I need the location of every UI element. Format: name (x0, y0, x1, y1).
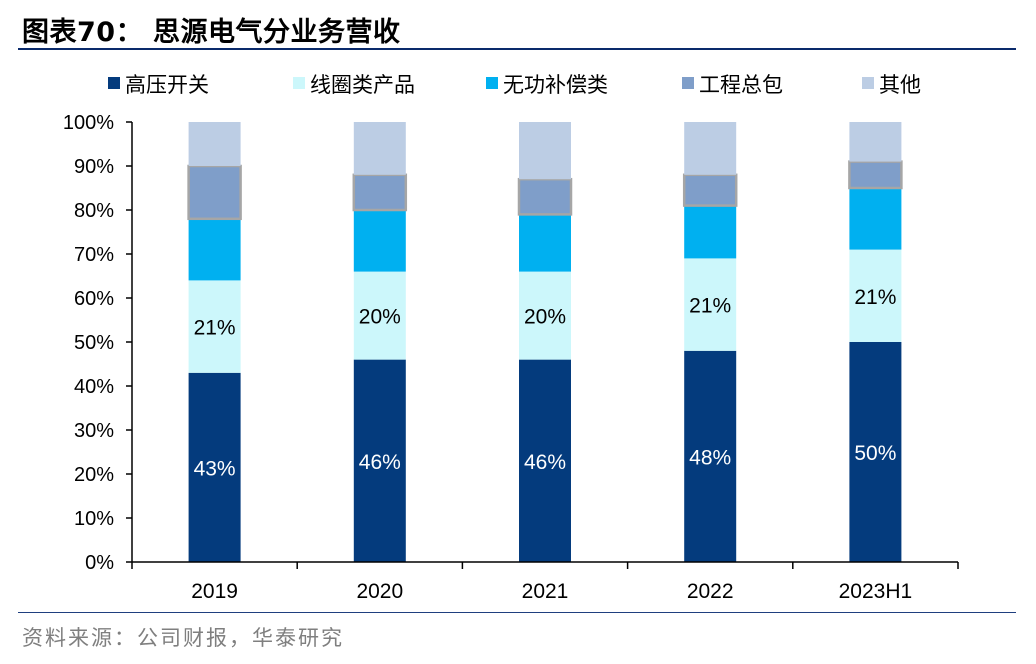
bar-segment-2020-3 (352, 173, 408, 212)
bar-segment-2020-4 (353, 122, 406, 175)
data-label-2020-1: 20% (359, 306, 401, 329)
source-note: 资料来源：公司财报，华泰研究 (22, 626, 344, 650)
x-tick-label: 2023H1 (839, 580, 913, 603)
y-tick-label: 40% (74, 376, 114, 398)
bars: 43% 21% 46% 20% 46% 20% 48% 21% 50% 21% (187, 122, 903, 562)
data-label-2019-1: 21% (194, 317, 236, 340)
bar-segment-2019-1 (188, 280, 241, 373)
y-tick-label: 100% (63, 112, 114, 134)
y-tick-label: 90% (74, 156, 114, 178)
bar-segment-2020-1 (353, 271, 406, 360)
bar-segment-2022-0 (684, 350, 737, 562)
data-label-2023H1-0: 50% (854, 442, 896, 465)
y-tick-label: 80% (74, 200, 114, 222)
bar-segment-2021-2 (519, 214, 571, 272)
data-label-2023H1-1: 21% (854, 286, 896, 309)
bar-segment-2023H1-1 (849, 249, 902, 342)
legend: 高压开关 线圈类产品 无功补偿类 工程总包 其他 (108, 73, 921, 97)
x-tick-label: 2019 (191, 580, 238, 603)
data-label-2021-1: 20% (524, 306, 566, 329)
y-axis: 0% 10% 20% 30% 40% 50% 60% 70% 80% 90% 100% (63, 112, 133, 574)
bar-segment-2023H1-2 (849, 188, 902, 250)
bottom-rule (18, 612, 1016, 613)
legend-swatch-0 (108, 77, 120, 89)
bar-segment-2021-4 (519, 122, 571, 180)
y-tick-label: 0% (85, 552, 114, 574)
legend-swatch-2 (486, 77, 498, 89)
bar-segment-2021-3 (517, 177, 573, 216)
y-tick-label: 50% (74, 332, 114, 354)
data-label-2020-0: 46% (359, 451, 401, 474)
x-axis: 2019 2020 2021 2022 2023H1 (131, 561, 959, 603)
bar-segment-2022-1 (684, 258, 737, 351)
legend-label-3: 工程总包 (699, 73, 783, 97)
bar-segment-2022-2 (684, 205, 737, 259)
bar-segment-2019-0 (188, 372, 241, 562)
y-tick-label: 30% (74, 420, 114, 442)
legend-swatch-3 (682, 77, 694, 89)
bar-segment-2020-2 (353, 210, 406, 272)
bar-segment-2019-3 (187, 164, 242, 221)
legend-label-0: 高压开关 (125, 73, 209, 97)
title-rule (18, 48, 1016, 50)
legend-swatch-4 (862, 77, 874, 89)
bar-segment-2023H1-0 (849, 342, 902, 562)
legend-label-4: 其他 (879, 73, 921, 97)
x-tick-label: 2022 (687, 580, 734, 603)
figure-title: 图表70： 思源电气分业务营收 (22, 17, 401, 48)
bar-segment-2021-1 (519, 271, 571, 360)
y-tick-label: 20% (74, 464, 114, 486)
bar-segment-2020-0 (353, 359, 406, 562)
bar-segment-2019-2 (188, 218, 241, 281)
legend-label-1: 线圈类产品 (310, 73, 415, 97)
bar-segment-2022-3 (682, 173, 738, 207)
data-label-2021-0: 46% (524, 451, 566, 474)
data-label-2019-0: 43% (194, 457, 236, 480)
legend-swatch-1 (293, 77, 305, 89)
y-tick-label: 60% (74, 288, 114, 310)
legend-label-2: 无功补偿类 (503, 73, 608, 97)
bar-segment-2023H1-3 (848, 160, 903, 190)
y-tick-label: 70% (74, 244, 114, 266)
data-label-2022-1: 21% (689, 295, 731, 318)
x-tick-label: 2021 (522, 580, 569, 603)
bar-segment-2022-4 (684, 122, 737, 175)
bar-segment-2019-4 (188, 122, 241, 166)
bar-segment-2023H1-4 (849, 122, 902, 162)
bar-segment-2021-0 (519, 359, 571, 562)
data-label-2022-0: 48% (689, 446, 731, 469)
x-tick-label: 2020 (356, 580, 403, 603)
y-tick-label: 10% (74, 508, 114, 530)
